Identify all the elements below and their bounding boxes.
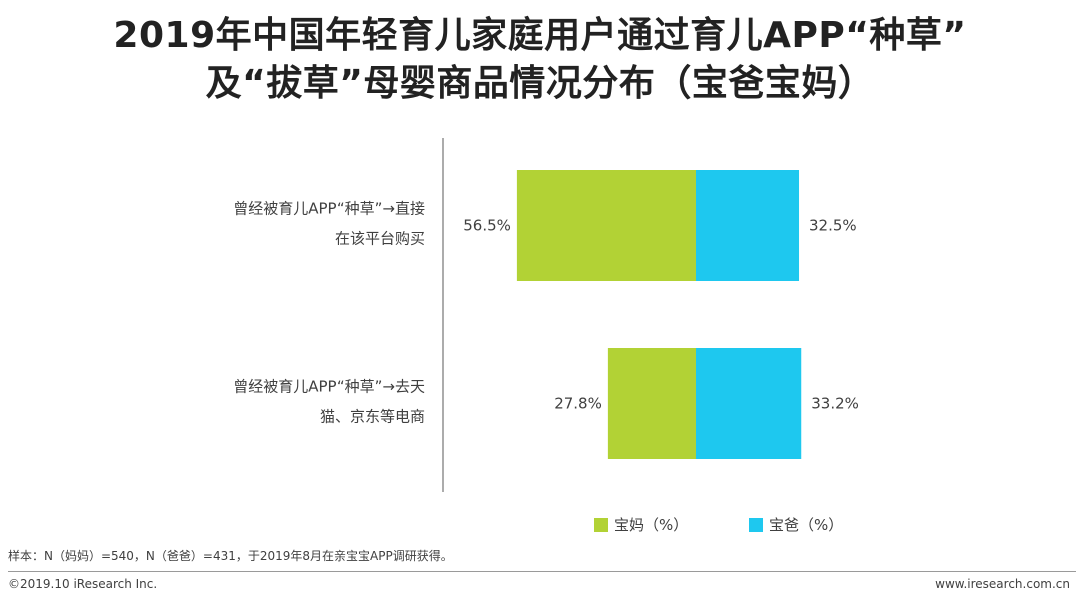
chart-title-line1: 2019年中国年轻育儿家庭用户通过育儿APP“种草” xyxy=(113,15,967,56)
value-label-mom: 27.8% xyxy=(554,395,602,413)
chart-title: 2019年中国年轻育儿家庭用户通过育儿APP“种草” 及“拔草”母婴商品情况分布… xyxy=(0,12,1080,108)
category-label: 猫、京东等电商 xyxy=(320,408,425,426)
bar-dad xyxy=(696,170,800,281)
chart-title-line2: 及“拔草”母婴商品情况分布（宝爸宝妈） xyxy=(205,63,875,104)
website-url: www.iresearch.com.cn xyxy=(935,577,1070,591)
value-label-mom: 56.5% xyxy=(463,217,511,235)
value-label-dad: 33.2% xyxy=(811,395,859,413)
category-label: 在该平台购买 xyxy=(335,230,425,248)
legend-label: 宝爸（%） xyxy=(769,516,843,534)
copyright: ©2019.10 iResearch Inc. xyxy=(8,577,158,591)
sample-note: 样本：N（妈妈）=540，N（爸爸）=431，于2019年8月在亲宝宝APP调研… xyxy=(8,549,453,563)
legend-label: 宝妈（%） xyxy=(614,516,688,534)
legend-swatch xyxy=(749,518,763,532)
bar-mom xyxy=(516,170,696,281)
value-label-dad: 32.5% xyxy=(809,217,857,235)
bar-dad xyxy=(696,348,802,459)
category-label: 曾经被育儿APP“种草”→去天 xyxy=(233,378,425,396)
category-label: 曾经被育儿APP“种草”→直接 xyxy=(233,200,425,218)
bar-mom xyxy=(607,348,696,459)
legend-swatch xyxy=(594,518,608,532)
footer-divider xyxy=(8,571,1076,572)
